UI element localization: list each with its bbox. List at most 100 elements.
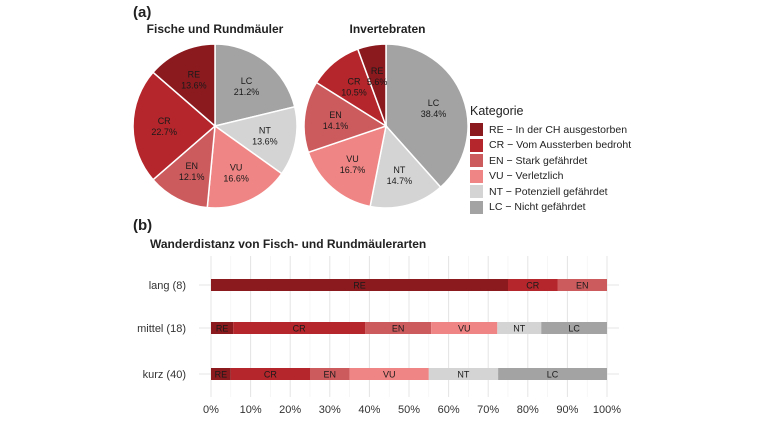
pie0-value-en: 12.1% bbox=[179, 172, 205, 182]
x-tick-label: 0% bbox=[203, 404, 219, 416]
pie1-value-nt: 14.7% bbox=[387, 176, 413, 186]
legend-item-vu: VU − Verletzlich bbox=[470, 169, 631, 185]
pie1-label-nt: NT bbox=[393, 165, 405, 175]
legend-label-nt: NT − Potenziell gefährdet bbox=[489, 185, 608, 198]
pie0-value-lc: 21.2% bbox=[234, 87, 260, 97]
bar-segment-label-lc: LC bbox=[547, 370, 559, 380]
bar-segment-label-cr: CR bbox=[526, 281, 539, 291]
bar-segment-label-cr: CR bbox=[264, 370, 277, 380]
bar-segment-label-en: EN bbox=[392, 324, 405, 334]
legend-title: Kategorie bbox=[470, 104, 524, 118]
legend-item-lc: LC − Nicht gefährdet bbox=[470, 200, 631, 216]
bar-segment-label-re: RE bbox=[216, 324, 229, 334]
bar-segment-label-re: RE bbox=[215, 370, 228, 380]
bar-segment-label-en: EN bbox=[324, 370, 337, 380]
pie0-value-re: 13.6% bbox=[181, 81, 207, 91]
legend-swatch-en bbox=[470, 154, 483, 168]
bar-segment-label-nt: NT bbox=[457, 370, 469, 380]
bar-category-label: lang (8) bbox=[149, 280, 186, 292]
pie1-label-vu: VU bbox=[346, 154, 359, 164]
bar-category-label: mittel (18) bbox=[137, 323, 186, 335]
pie1-value-re: 5.6% bbox=[367, 77, 388, 87]
pie0-value-nt: 13.6% bbox=[252, 137, 278, 147]
x-tick-label: 100% bbox=[593, 404, 621, 416]
bar-segment-label-nt: NT bbox=[513, 324, 525, 334]
bar-segment-en bbox=[310, 368, 350, 380]
legend-item-cr: CR − Vom Aussterben bedroht bbox=[470, 138, 631, 154]
pie0-label-lc: LC bbox=[241, 76, 253, 86]
bar-chart-title: Wanderdistanz von Fisch- und Rundmäulera… bbox=[150, 237, 427, 251]
legend-item-nt: NT − Potenziell gefährdet bbox=[470, 184, 631, 200]
bar-segment-vu bbox=[431, 322, 498, 334]
pie0-label-cr: CR bbox=[158, 116, 171, 126]
bar-segment-label-cr: CR bbox=[293, 324, 306, 334]
pie1-slice-nt bbox=[369, 124, 442, 209]
bar-segment-en bbox=[365, 322, 432, 334]
pie0-slice-cr bbox=[132, 71, 217, 181]
legend-swatch-nt bbox=[470, 185, 483, 199]
bar-segment-re bbox=[211, 279, 508, 291]
pie-title-invertebrates: Invertebraten bbox=[349, 22, 426, 36]
pie0-label-en: EN bbox=[185, 161, 198, 171]
pie1-label-en: EN bbox=[329, 110, 342, 120]
bar-category-label: kurz (40) bbox=[143, 369, 186, 381]
x-tick-label: 80% bbox=[517, 404, 539, 416]
pie0-slice-nt bbox=[213, 105, 298, 175]
pie1-value-lc: 38.4% bbox=[421, 109, 447, 119]
pie0-value-cr: 22.7% bbox=[151, 127, 177, 137]
pie0-label-re: RE bbox=[188, 70, 201, 80]
legend: Kategorie RE − In der CH ausgestorben CR… bbox=[470, 104, 631, 215]
legend-label-vu: VU − Verletzlich bbox=[489, 170, 564, 183]
legend-label-re: RE − In der CH ausgestorben bbox=[489, 123, 628, 136]
bar-segment-nt bbox=[428, 368, 499, 380]
pie0-label-nt: NT bbox=[259, 126, 271, 136]
legend-label-lc: LC − Nicht gefährdet bbox=[489, 201, 586, 214]
pie1-slice-re bbox=[356, 43, 387, 127]
bar-segment-re bbox=[211, 322, 234, 334]
panel-a-label: (a) bbox=[133, 4, 152, 21]
bar-segment-cr bbox=[233, 322, 366, 334]
bar-segment-re bbox=[211, 368, 231, 380]
bar-segment-vu bbox=[349, 368, 429, 380]
legend-label-cr: CR − Vom Aussterben bedroht bbox=[489, 139, 632, 152]
legend-swatch-lc bbox=[470, 200, 483, 214]
bar-segment-label-lc: LC bbox=[568, 324, 580, 334]
legend-swatch-cr bbox=[470, 138, 483, 152]
panel-b-label: (b) bbox=[133, 217, 153, 234]
bar-segment-cr bbox=[508, 279, 558, 291]
bar-segment-lc bbox=[498, 368, 607, 380]
pie0-slice-re bbox=[152, 43, 216, 128]
pie0-slice-en bbox=[152, 124, 216, 209]
bar-segment-en bbox=[557, 279, 607, 291]
bar-segment-label-en: EN bbox=[576, 281, 589, 291]
pie1-label-cr: CR bbox=[348, 77, 361, 87]
pie1-value-cr: 10.5% bbox=[341, 88, 367, 98]
legend-item-re: RE − In der CH ausgestorben bbox=[470, 122, 631, 138]
bar-segment-label-re: RE bbox=[353, 281, 366, 291]
x-tick-label: 40% bbox=[358, 404, 380, 416]
x-tick-label: 90% bbox=[556, 404, 578, 416]
x-tick-label: 30% bbox=[319, 404, 341, 416]
legend-item-en: EN − Stark gefährdet bbox=[470, 153, 631, 169]
bar-segment-label-vu: VU bbox=[458, 324, 471, 334]
pie1-label-re: RE bbox=[371, 66, 384, 76]
legend-swatch-vu bbox=[470, 169, 483, 183]
pie0-slice-vu bbox=[206, 124, 283, 209]
pie-title-fish: Fische und Rundmäuler bbox=[146, 22, 284, 36]
bar-segment-cr bbox=[230, 368, 310, 380]
pie0-label-vu: VU bbox=[230, 162, 243, 172]
x-tick-label: 60% bbox=[438, 404, 460, 416]
x-tick-label: 70% bbox=[477, 404, 499, 416]
legend-label-en: EN − Stark gefährdet bbox=[489, 154, 588, 167]
pie1-slice-en bbox=[303, 81, 388, 154]
bar-segment-label-vu: VU bbox=[383, 370, 396, 380]
pie1-label-lc: LC bbox=[428, 98, 440, 108]
legend-swatch-re bbox=[470, 123, 483, 137]
bar-segment-nt bbox=[497, 322, 542, 334]
pie1-value-en: 14.1% bbox=[323, 121, 349, 131]
x-tick-label: 50% bbox=[398, 404, 420, 416]
x-tick-label: 10% bbox=[240, 404, 262, 416]
pie1-value-vu: 16.7% bbox=[340, 165, 366, 175]
x-tick-label: 20% bbox=[279, 404, 301, 416]
